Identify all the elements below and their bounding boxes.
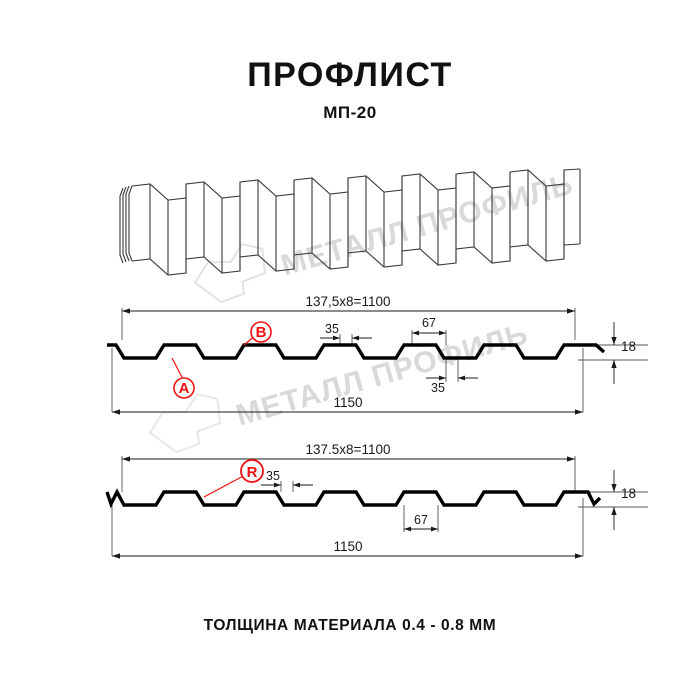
iso-fold-lines <box>149 169 581 275</box>
dimension-label-width-1: 35 <box>266 469 280 483</box>
dimension-label-height: 18 <box>621 486 636 501</box>
section-back: 137.5x8=1100 1150 18 <box>105 442 648 559</box>
dimension-label-width-3: 35 <box>431 381 445 395</box>
watermark-label: МЕТАЛЛ ПРОФИЛЬ <box>232 317 532 432</box>
label-b-text: B <box>256 324 267 341</box>
page-title: ПРОФЛИСТ <box>247 56 453 94</box>
section-front-callout-35-lower: 35 <box>426 358 478 395</box>
section-front-callout-67: 67 <box>411 316 447 345</box>
label-r-text: R <box>247 464 258 481</box>
watermark-label: МЕТАЛЛ ПРОФИЛЬ <box>277 167 577 282</box>
section-back-bottom-dimension: 1150 <box>112 539 583 559</box>
dimension-label-width-2: 67 <box>414 513 428 527</box>
dimension-label-height: 18 <box>621 339 636 354</box>
section-back-height-dimension: 18 <box>611 470 636 530</box>
isometric-profile-view <box>119 168 581 276</box>
dimension-label-bottom: 1150 <box>333 539 362 554</box>
metal-profil-logo-icon <box>193 243 267 304</box>
dimension-label-width-2: 67 <box>422 316 436 330</box>
section-front-profile <box>107 343 606 360</box>
section-front-top-dimension: 137,5x8=1100 <box>122 294 575 314</box>
section-front-label-b: B <box>243 321 272 346</box>
label-a-text: A <box>179 380 190 397</box>
section-back-label-r: R <box>203 459 264 498</box>
section-back-profile <box>105 488 602 509</box>
section-front: 137,5x8=1100 1150 18 <box>107 294 648 415</box>
section-back-callout-35: 35 <box>261 469 313 492</box>
section-back-callout-67: 67 <box>403 505 439 532</box>
page-subtitle: МП-20 <box>323 103 377 122</box>
section-front-bottom-dimension: 1150 <box>112 395 583 415</box>
dimension-label-width-1: 35 <box>325 322 339 336</box>
section-back-top-dimension: 137.5x8=1100 <box>122 442 575 462</box>
dimension-label-top: 137.5x8=1100 <box>306 442 391 457</box>
section-front-callout-35-upper: 35 <box>320 322 372 345</box>
section-front-height-dimension: 18 <box>611 322 636 384</box>
section-front-label-a: A <box>171 357 195 399</box>
dimension-label-top: 137,5x8=1100 <box>306 294 391 309</box>
metal-profil-logo-icon <box>148 393 222 454</box>
material-thickness-caption: ТОЛЩИНА МАТЕРИАЛА 0.4 - 0.8 ММ <box>203 617 497 634</box>
dimension-label-bottom: 1150 <box>333 395 362 410</box>
iso-left-edge <box>119 185 133 264</box>
watermark-iso: МЕТАЛЛ ПРОФИЛЬ <box>193 167 577 304</box>
